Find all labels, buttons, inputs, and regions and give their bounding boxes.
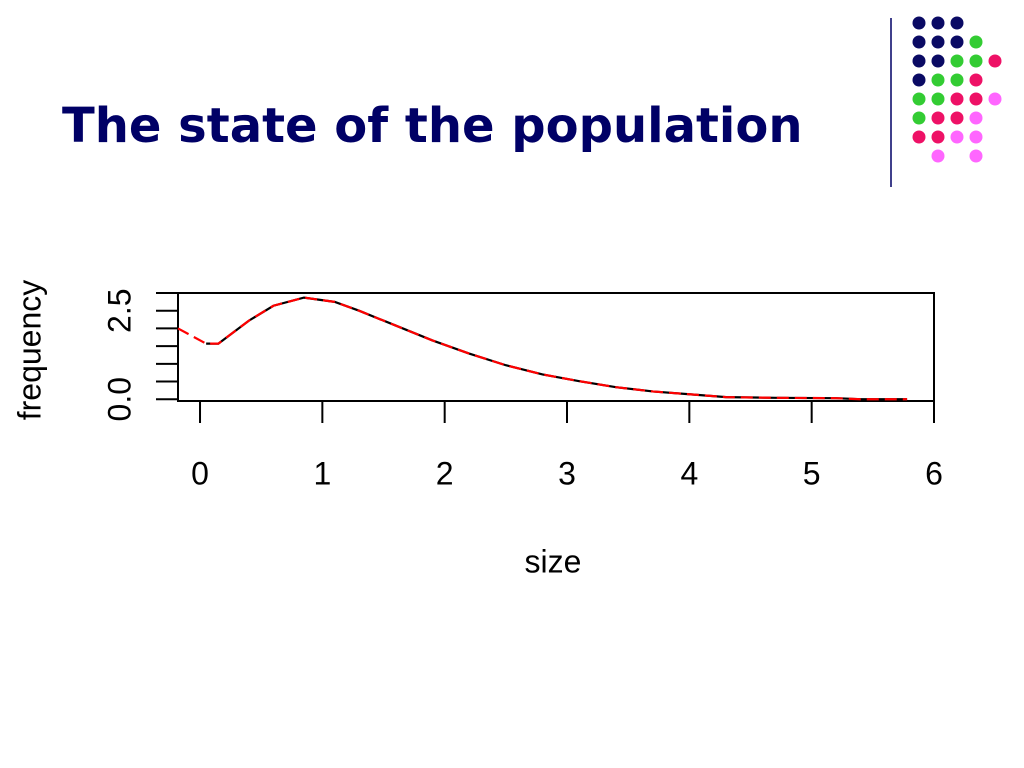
y-tick-label: 2.5 [101,288,137,332]
slide-title: The state of the population [62,98,803,154]
dot [912,54,926,68]
dot [988,92,1002,106]
line [177,296,908,401]
dot [931,130,945,144]
dot [988,54,1002,68]
dot [912,73,926,87]
dot [950,111,964,125]
dot [969,73,983,87]
line [206,296,908,401]
x-tick-label: 5 [803,455,821,491]
x-tick-label: 4 [680,455,698,491]
dot [912,35,926,49]
dot [912,16,926,30]
x-tick-label: 1 [313,455,331,491]
dot [912,92,926,106]
dot [931,92,945,106]
dot [931,73,945,87]
dot [912,111,926,125]
x-tick-label: 6 [925,455,943,491]
x-axis-label: size [525,543,582,579]
dot [912,130,926,144]
y-tick-label: 0.0 [101,377,137,421]
dot [969,54,983,68]
dot [931,35,945,49]
dot [931,111,945,125]
dot [931,149,945,163]
dot [969,92,983,106]
decoration [912,16,1002,163]
plot-frame [177,292,935,402]
dot [950,130,964,144]
dot [969,35,983,49]
x-tick-label: 3 [558,455,576,491]
dot [950,92,964,106]
dot [931,54,945,68]
dot [969,149,983,163]
dot [950,73,964,87]
x-tick-label: 2 [436,455,454,491]
dot [969,130,983,144]
dot [931,16,945,30]
x-tick-label: 0 [191,455,209,491]
dot [950,54,964,68]
dot [950,16,964,30]
dot [950,35,964,49]
dot [969,111,983,125]
y-axis-label: frequency [11,280,47,421]
